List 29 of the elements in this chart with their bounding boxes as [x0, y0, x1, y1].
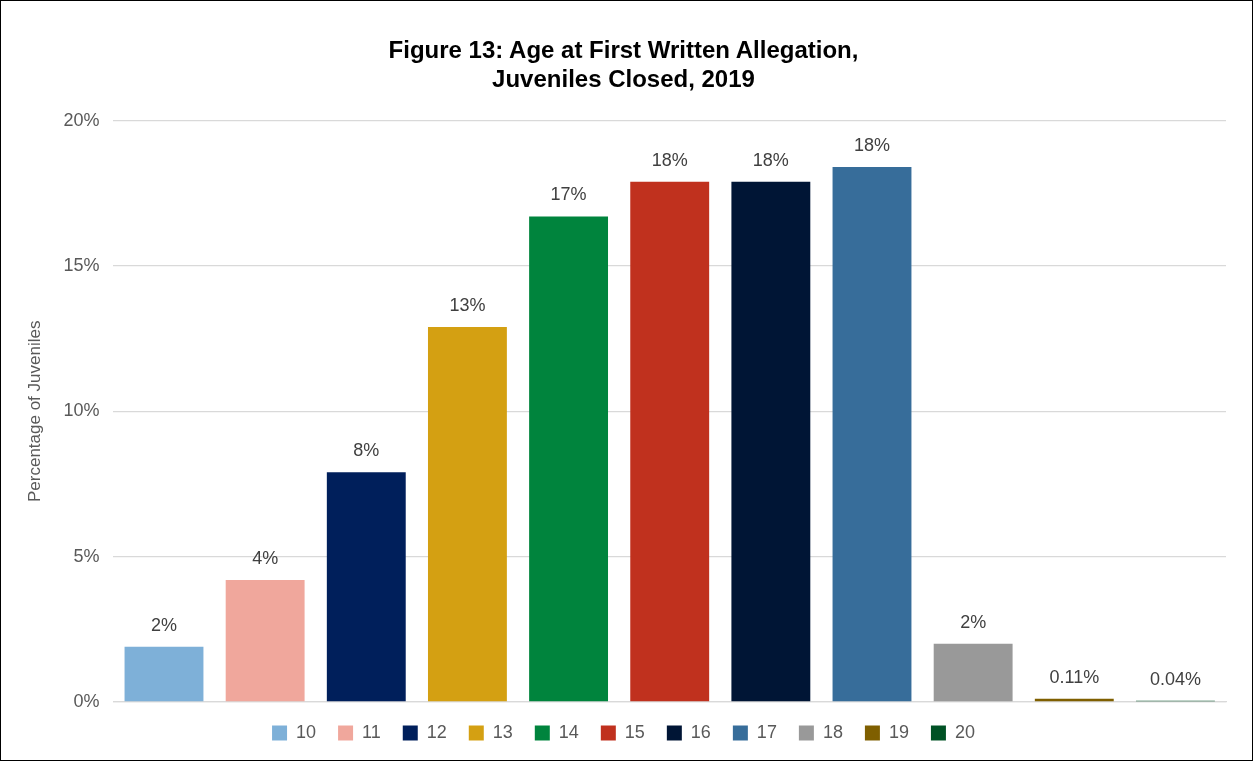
- legend-label: 10: [296, 721, 317, 742]
- legend-label: 15: [624, 721, 645, 742]
- data-label: 8%: [353, 440, 380, 461]
- data-label: 17%: [550, 184, 587, 205]
- data-label: 0.11%: [1049, 666, 1100, 687]
- legend-label: 14: [558, 721, 579, 742]
- y-tick-label: 15%: [63, 254, 100, 275]
- data-label: 0.04%: [1149, 668, 1201, 689]
- legend-label: 16: [690, 721, 711, 742]
- data-label: 13%: [449, 294, 486, 315]
- data-label: 18%: [853, 135, 891, 156]
- legend-label: 12: [426, 721, 447, 742]
- y-axis-title: Percentage of Juveniles: [24, 320, 44, 503]
- chart-title: Figure 13: Age at First Written Allegation, Juveniles Closed, 2019: [388, 36, 859, 92]
- legend-label: 13: [492, 721, 513, 742]
- y-tick-label: 5%: [73, 545, 100, 566]
- y-tick-label: 0%: [73, 690, 100, 711]
- legend-label: 20: [954, 721, 975, 742]
- data-label: 18%: [651, 149, 688, 170]
- data-label: 2%: [960, 611, 987, 632]
- data-label: 2%: [150, 614, 178, 635]
- data-label: 18%: [752, 149, 789, 170]
- data-label: 4%: [252, 547, 279, 568]
- y-tick-label: 20%: [63, 109, 100, 130]
- legend-label: 11: [362, 721, 381, 742]
- y-tick-label: 10%: [63, 400, 100, 421]
- legend-label: 17: [756, 721, 777, 742]
- legend-label: 19: [888, 721, 909, 742]
- legend-label: 18: [822, 721, 843, 742]
